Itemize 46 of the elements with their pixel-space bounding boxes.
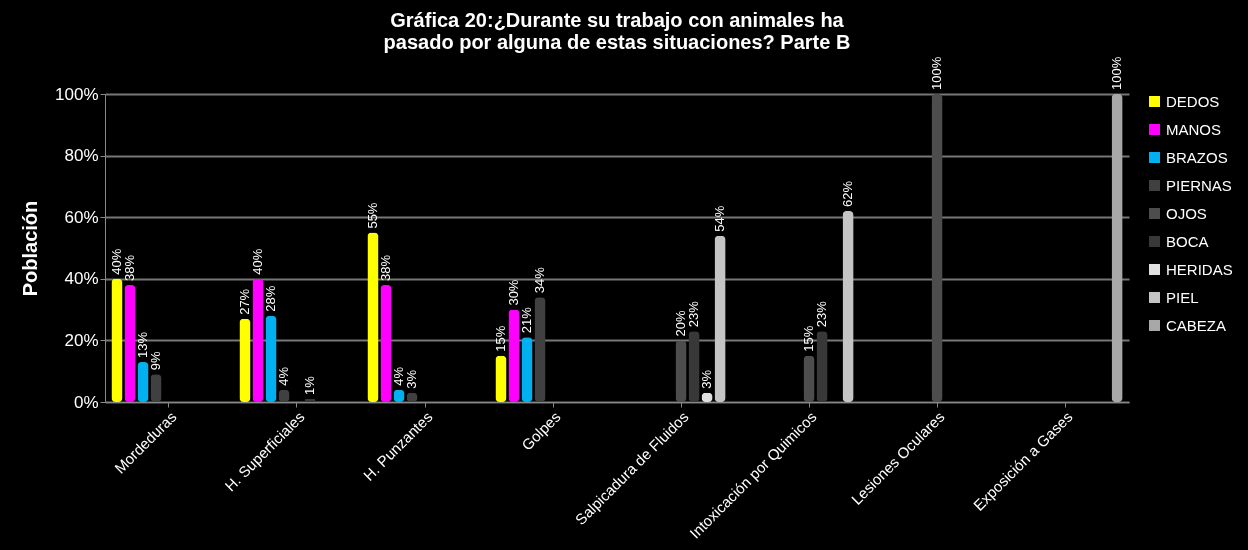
y-tick-label: 40% — [64, 269, 99, 289]
data-label: 40% — [108, 248, 124, 275]
y-tick-label: 100% — [55, 84, 99, 104]
y-tick-label: 60% — [64, 207, 99, 227]
data-label: 15% — [492, 325, 508, 352]
data-label: 30% — [505, 279, 521, 306]
legend-label: BRAZOS — [1166, 148, 1228, 166]
data-label: 20% — [673, 309, 688, 337]
data-label: 27% — [236, 288, 252, 315]
y-axis-title: Población — [19, 200, 42, 297]
data-label: 40% — [249, 248, 265, 275]
chart-title: Gráfica 20:¿Durante su trabajo con animales ha pasado por alguna de estas situaciones? Parte B — [383, 8, 851, 53]
data-label: 4% — [390, 366, 406, 386]
data-label: 3% — [403, 369, 419, 389]
legend-label: CABEZA — [1166, 316, 1227, 334]
bar — [931, 94, 943, 402]
data-label: 28% — [262, 285, 278, 312]
bar — [1111, 94, 1123, 402]
legend-label: HERIDAS — [1166, 260, 1233, 278]
data-label: 23% — [814, 300, 830, 328]
data-label: 15% — [801, 325, 816, 352]
bar — [842, 211, 854, 402]
legend-label: MANOS — [1166, 120, 1222, 138]
data-label: 62% — [840, 180, 856, 208]
legend-label: PIERNAS — [1166, 176, 1232, 194]
data-label: 13% — [134, 331, 150, 358]
legend-label: PIEL — [1166, 288, 1199, 306]
legend-label: BOCA — [1166, 232, 1209, 250]
y-tick-label: 0% — [73, 392, 99, 412]
data-label: 38% — [121, 254, 137, 281]
data-label: 1% — [302, 375, 318, 395]
y-tick-label: 20% — [64, 330, 99, 350]
data-label: 21% — [518, 306, 534, 334]
data-label: 38% — [377, 254, 393, 281]
y-tick-label: 80% — [64, 146, 99, 166]
data-label: 4% — [275, 366, 291, 386]
data-label: 54% — [712, 205, 728, 232]
data-label: 55% — [364, 202, 380, 229]
data-label: 34% — [531, 266, 547, 294]
data-label: 100% — [929, 56, 944, 90]
data-label: 23% — [686, 300, 702, 328]
data-label: 3% — [699, 369, 715, 389]
legend-label: OJOS — [1166, 204, 1207, 222]
data-label: 100% — [1109, 56, 1125, 90]
legend-label: DEDOS — [1166, 92, 1220, 110]
data-label: 9% — [147, 351, 163, 371]
